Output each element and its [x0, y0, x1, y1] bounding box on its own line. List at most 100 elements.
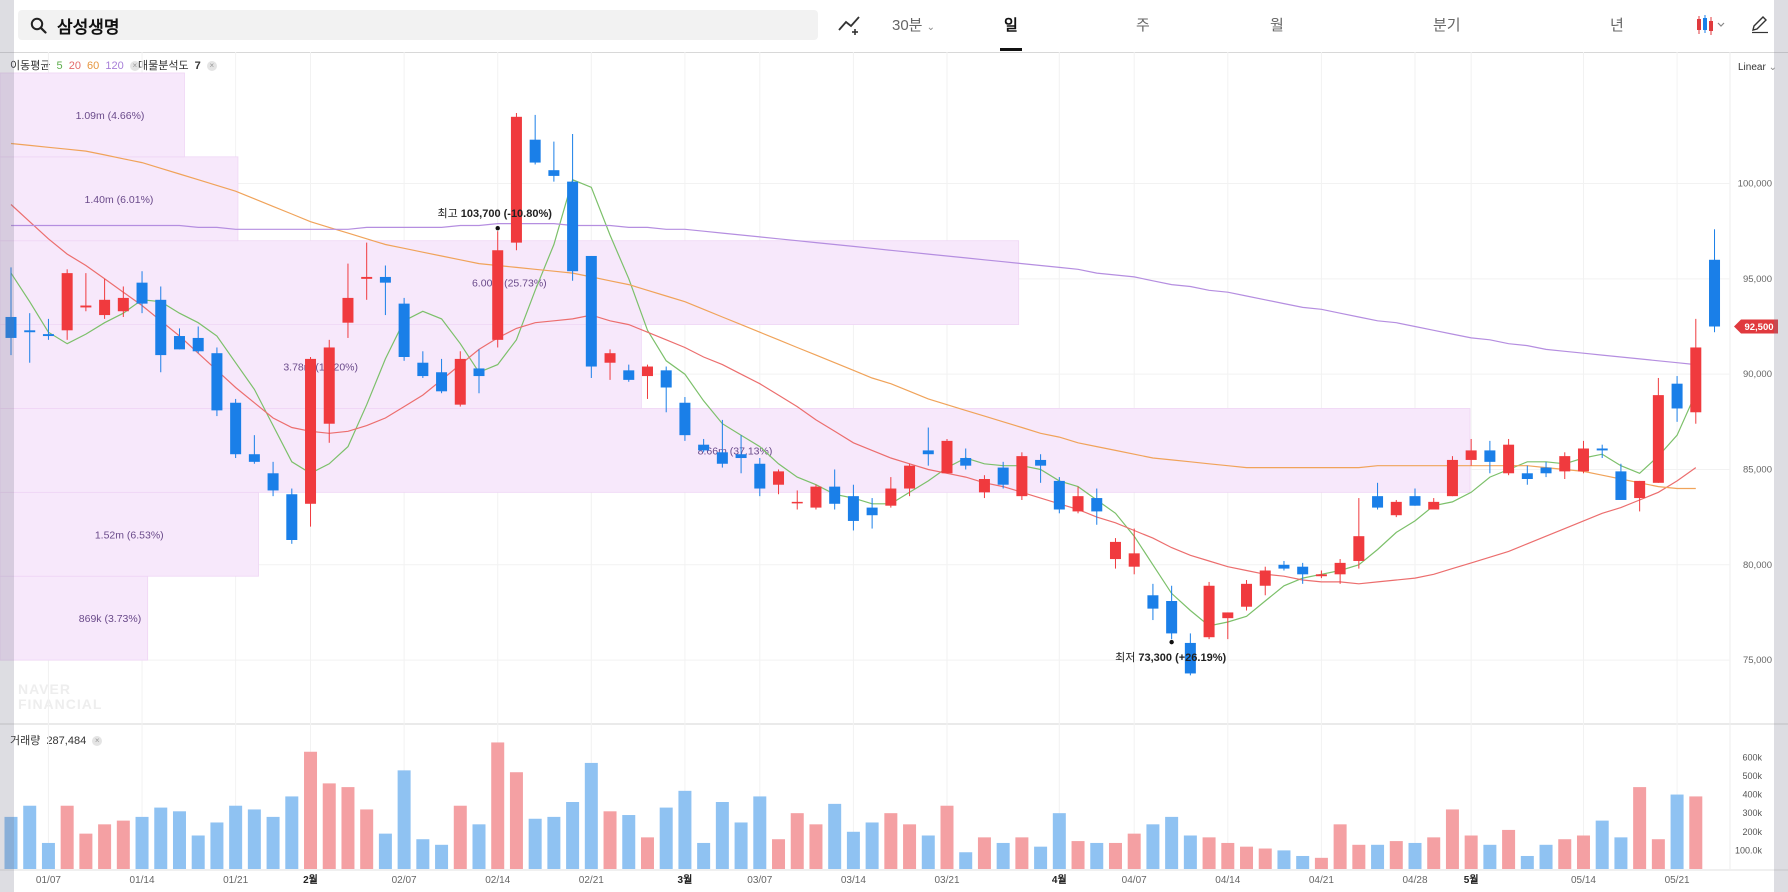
candle-up — [1315, 574, 1327, 577]
volume-profile-label: 6.00m (25.73%) — [472, 278, 547, 290]
date-tick-label: 5월 — [1464, 874, 1479, 886]
date-tick-label: 04/28 — [1402, 875, 1427, 886]
volume-bar — [1333, 824, 1347, 869]
volume-bar — [229, 805, 243, 869]
active-tab-indicator — [1000, 48, 1022, 51]
scale-mode-select[interactable]: Linear ⌄ — [1738, 62, 1777, 73]
date-tick-label: 01/07 — [36, 875, 61, 886]
volume-bar — [528, 818, 542, 869]
volume-bar — [959, 852, 973, 869]
volume-bar — [884, 813, 898, 869]
candle-down — [866, 507, 878, 516]
volume-bar — [1558, 839, 1572, 869]
candle-up — [342, 297, 354, 323]
volume-bar — [603, 811, 617, 869]
volume-bar — [1371, 844, 1385, 869]
candle-down — [417, 362, 429, 377]
add-indicator-icon[interactable] — [838, 14, 862, 36]
tab-quarter[interactable]: 분기 — [1433, 17, 1461, 34]
candle-down — [997, 467, 1009, 485]
candle-down — [155, 299, 167, 356]
search-input[interactable] — [55, 14, 659, 36]
volume-bar — [828, 803, 842, 869]
volume-bar — [1277, 850, 1291, 869]
candle-down — [379, 276, 391, 283]
low-marker — [1169, 639, 1174, 645]
search-box[interactable] — [18, 10, 818, 40]
candle-down — [1484, 450, 1496, 462]
close-icon[interactable]: × — [206, 61, 217, 72]
price-chart[interactable]: 75,000 80,000 85,000 90,000 95,000 100,000 869… — [0, 52, 1788, 892]
tab-month[interactable]: 월 — [1270, 17, 1284, 34]
candle-down — [698, 444, 710, 451]
close-icon[interactable]: × — [129, 61, 140, 72]
volume-bar — [1445, 809, 1459, 869]
volume-bar — [1352, 844, 1366, 869]
volume-bar — [116, 820, 130, 869]
volume-bar — [1146, 824, 1160, 869]
candle-type-icon[interactable] — [1696, 14, 1728, 36]
volume-bar — [1183, 835, 1197, 869]
candle-up — [1334, 562, 1346, 575]
volume-profile-label: 1.09m (4.66%) — [76, 110, 145, 122]
candle-down — [192, 337, 204, 352]
close-icon[interactable]: × — [92, 736, 103, 747]
volume-profile-bar — [0, 72, 185, 158]
high-marker — [495, 225, 500, 231]
volume-bar — [435, 844, 449, 869]
volume-bar — [1090, 842, 1104, 869]
volume-tick-label: 200k — [1742, 827, 1762, 837]
volume-bar — [903, 824, 917, 869]
date-tick-label: 03/21 — [934, 875, 959, 886]
candle-up — [510, 116, 522, 243]
volume-bar — [1127, 833, 1141, 869]
candle-up — [454, 358, 466, 405]
scale-mode-label: Linear — [1738, 62, 1766, 73]
volume-bar — [996, 842, 1010, 869]
volume-bar — [1539, 844, 1553, 869]
candle-down — [754, 463, 766, 489]
candle-down — [1540, 467, 1552, 474]
volume-profile-label: 1.52m (6.53%) — [95, 529, 164, 541]
interval-label: 30분 — [892, 17, 923, 34]
volume-profile-bar — [0, 491, 259, 577]
pencil-icon[interactable] — [1750, 14, 1770, 34]
candle-down — [922, 450, 934, 455]
volume-bar — [341, 787, 355, 869]
volume-bar — [154, 807, 168, 869]
date-tick-label: 02/14 — [485, 875, 510, 886]
date-tick-label: 04/21 — [1309, 875, 1334, 886]
candle-down — [1709, 259, 1721, 327]
price-tick-label: 95,000 — [1743, 274, 1772, 285]
date-tick-label: 02/21 — [579, 875, 604, 886]
interval-select[interactable]: 30분 ⌄ — [892, 14, 935, 35]
price-tick-label: 85,000 — [1743, 464, 1772, 475]
tab-year[interactable]: 년 — [1610, 17, 1624, 34]
watermark-line-1: NAVER — [18, 681, 71, 697]
candle-down — [230, 402, 242, 455]
volume-tick-label: 300k — [1742, 808, 1762, 818]
volume-profile-label: 8.66m (37.13%) — [698, 445, 773, 457]
price-tick-label: 75,000 — [1743, 655, 1772, 666]
volume-bar — [1052, 813, 1066, 869]
candle-down — [567, 181, 579, 272]
volume-bar — [977, 837, 991, 869]
volume-tick-label: 500k — [1742, 771, 1762, 781]
tab-day[interactable]: 일 — [1004, 17, 1018, 34]
volume-bar — [1202, 837, 1216, 869]
volume-bar — [566, 802, 580, 869]
candle-up — [305, 358, 317, 504]
candle-down — [1521, 473, 1533, 479]
volume-tick-label: 600k — [1742, 752, 1762, 762]
candle-down — [829, 486, 841, 504]
volume-bar — [1689, 796, 1703, 869]
volume-bar — [846, 831, 860, 869]
tab-week[interactable]: 주 — [1136, 17, 1150, 34]
date-tick-label: 03/14 — [841, 875, 866, 886]
volume-bar — [378, 833, 392, 869]
volume-bar — [1483, 844, 1497, 869]
candle-up — [810, 486, 822, 508]
volume-profile-bar — [0, 324, 642, 409]
volume-bar — [940, 805, 954, 869]
